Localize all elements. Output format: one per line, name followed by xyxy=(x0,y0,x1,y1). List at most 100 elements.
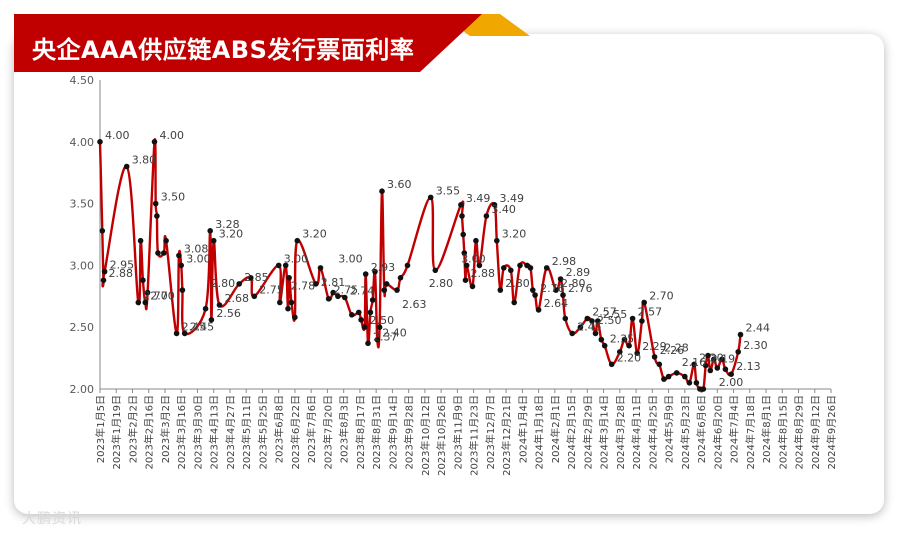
x-tick-label: 2023年8月3日 xyxy=(338,395,351,463)
y-tick-label: 4.50 xyxy=(70,74,95,87)
data-point xyxy=(137,237,144,244)
x-tick-label: 2024年3月14日 xyxy=(598,395,611,470)
data-point xyxy=(462,277,469,284)
x-tick-label: 2023年7月6日 xyxy=(305,395,318,463)
data-point xyxy=(202,305,209,312)
data-point xyxy=(560,292,566,298)
data-point xyxy=(705,352,711,359)
x-tick-label: 2024年1月4日 xyxy=(516,395,529,463)
x-tick-label: 2023年12月7日 xyxy=(484,395,497,470)
x-tick-label: 2024年4月11日 xyxy=(630,395,643,470)
data-label: 2.70 xyxy=(150,290,175,303)
data-point xyxy=(651,354,658,360)
data-point xyxy=(598,336,605,343)
data-point xyxy=(365,340,371,347)
data-label: 2.64 xyxy=(544,297,569,310)
data-point xyxy=(511,299,517,306)
x-tick-label: 2024年2月15日 xyxy=(565,395,578,470)
x-tick-label: 2023年3月16日 xyxy=(175,395,188,470)
data-point xyxy=(369,297,376,303)
data-label: 3.55 xyxy=(436,184,461,197)
data-point xyxy=(178,262,184,269)
x-tick-label: 2024年2月29日 xyxy=(581,395,594,470)
data-point xyxy=(601,342,608,349)
x-tick-label: 2023年9月14日 xyxy=(386,395,399,470)
data-point xyxy=(135,299,142,306)
data-label: 3.49 xyxy=(466,192,491,205)
x-tick-label: 2024年1月18日 xyxy=(533,395,546,470)
data-label: 3.20 xyxy=(219,228,244,241)
data-label: 3.80 xyxy=(132,154,157,167)
data-point xyxy=(383,281,390,287)
data-point xyxy=(210,237,217,244)
data-point xyxy=(251,293,258,300)
data-point xyxy=(460,231,467,238)
data-point xyxy=(595,318,601,324)
data-label: 3.40 xyxy=(491,203,516,216)
data-point xyxy=(639,318,645,324)
data-point xyxy=(557,276,564,282)
data-label: 2.35 xyxy=(610,333,635,346)
data-label: 2.45 xyxy=(190,320,215,333)
data-label: 3.28 xyxy=(215,218,240,231)
data-point xyxy=(282,262,289,269)
data-point xyxy=(461,250,468,256)
data-label: 3.00 xyxy=(284,252,309,265)
data-point xyxy=(483,213,490,219)
data-point xyxy=(682,373,688,380)
data-label: 2.19 xyxy=(711,353,736,366)
x-tick-label: 2024年5月9日 xyxy=(663,395,676,463)
x-tick-label: 2023年8月31日 xyxy=(370,395,383,470)
x-tick-label: 2024年7月4日 xyxy=(728,395,741,463)
x-tick-label: 2024年8月1日 xyxy=(760,395,773,463)
x-tick-label: 2023年8月17日 xyxy=(354,395,367,470)
data-point xyxy=(629,315,636,322)
data-label: 2.50 xyxy=(370,314,395,327)
data-point xyxy=(735,349,741,355)
data-point xyxy=(208,317,215,323)
data-point xyxy=(381,287,388,293)
data-label: 2.80 xyxy=(505,277,530,290)
data-point xyxy=(577,324,584,331)
rate-line xyxy=(98,138,742,393)
data-point xyxy=(427,194,434,201)
data-point xyxy=(361,324,368,331)
data-point xyxy=(317,265,324,271)
data-label: 2.95 xyxy=(110,259,135,272)
data-label: 3.50 xyxy=(161,191,186,204)
data-label: 2.70 xyxy=(649,290,674,303)
data-label: 2.88 xyxy=(109,267,134,280)
data-point xyxy=(277,299,283,306)
data-point xyxy=(176,252,182,259)
data-point xyxy=(553,287,559,293)
data-label: 2.28 xyxy=(664,341,689,354)
x-tick-label: 2024年7月18日 xyxy=(744,395,757,470)
data-point xyxy=(207,228,213,234)
data-point xyxy=(530,287,536,293)
data-point xyxy=(501,265,507,271)
data-point xyxy=(248,275,254,281)
data-label: 3.00 xyxy=(186,252,211,265)
data-point xyxy=(374,336,381,343)
data-point xyxy=(286,275,292,281)
data-label: 2.70 xyxy=(143,290,168,303)
x-tick-label: 2024年6月20日 xyxy=(711,395,724,470)
data-label: 2.00 xyxy=(719,376,744,389)
data-point xyxy=(459,213,465,219)
data-point xyxy=(693,380,700,386)
data-label: 2.85 xyxy=(244,271,269,284)
data-label: 2.74 xyxy=(350,285,375,298)
data-point xyxy=(123,163,130,170)
data-label: 2.89 xyxy=(566,266,591,279)
data-point xyxy=(154,213,160,219)
x-tick-label: 2023年6月22日 xyxy=(289,395,302,470)
data-point xyxy=(584,315,591,322)
data-point xyxy=(367,309,374,316)
data-point xyxy=(458,202,464,208)
x-tick-label: 2024年8月15日 xyxy=(776,395,789,470)
data-label: 2.44 xyxy=(746,322,771,335)
data-label: 2.80 xyxy=(429,277,454,290)
y-tick-label: 2.00 xyxy=(70,383,95,396)
chart-title: 央企AAA供应链ABS发行票面利率 xyxy=(32,36,415,64)
data-label: 2.29 xyxy=(642,340,667,353)
